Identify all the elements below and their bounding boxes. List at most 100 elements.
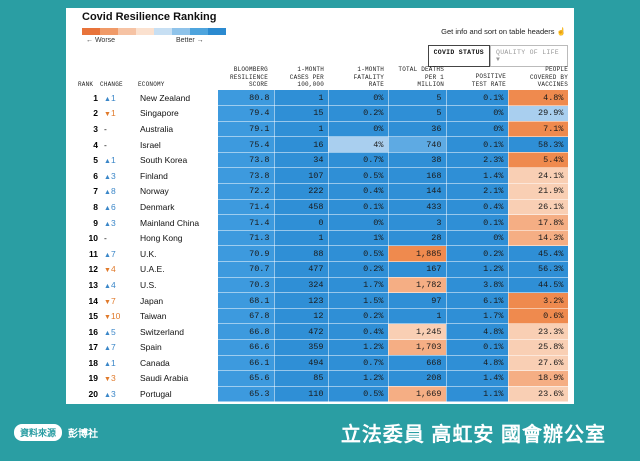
header-change[interactable]: CHANGE — [100, 81, 123, 88]
table-row[interactable]: 1 ▲1 New Zealand 80.8 1 0% 5 0.1% 4.8% — [66, 90, 569, 107]
rank-cell: 7 — [93, 186, 98, 197]
rank-cell: 10 — [88, 233, 98, 244]
color-scale-legend — [82, 28, 226, 35]
change-cell: ▼7 — [98, 293, 140, 309]
cases-cell: 1 — [274, 121, 329, 138]
economy-cell: Switzerland — [140, 326, 184, 337]
vaccines-cell: 44.5% — [508, 277, 569, 294]
rank-cell: 20 — [88, 389, 98, 400]
cases-cell: 1 — [274, 230, 329, 247]
change-cell: ▼3 — [98, 371, 140, 387]
change-cell: ▲7 — [98, 340, 140, 356]
table-row[interactable]: 15 ▼10 Taiwan 67.8 12 0.2% 1 1.7% 0.6% — [66, 308, 569, 325]
economy-cell: Israel — [140, 139, 161, 150]
deaths-cell: 168 — [388, 167, 447, 185]
positive-cell: 0.1% — [446, 136, 509, 153]
positive-cell: 0.4% — [446, 199, 509, 216]
change-value: - — [104, 139, 107, 150]
arrow-up-icon: ▲ — [104, 282, 111, 290]
header-positive[interactable]: POSITIVE TEST RATE — [471, 73, 506, 88]
deaths-cell: 1,703 — [388, 339, 447, 356]
header-rank[interactable]: RANK — [78, 81, 94, 88]
arrow-down-icon: ▼ — [104, 314, 111, 322]
cases-cell: 0 — [274, 214, 329, 231]
rank-cell: 2 — [93, 108, 98, 119]
header-score[interactable]: BLOOMBERG RESILIENCE SCORE — [229, 66, 268, 88]
cases-cell: 88 — [274, 245, 329, 263]
header-vaccines[interactable]: PEOPLE COVERED BY VACCINES — [529, 66, 568, 88]
vaccines-cell: 27.6% — [508, 355, 569, 372]
score-cell: 65.6 — [218, 370, 275, 387]
table-row[interactable]: 11 ▲7 U.K. 70.9 88 0.5% 1,885 0.2% 45.4% — [66, 245, 569, 263]
arrow-up-icon: ▲ — [104, 345, 111, 353]
cases-cell: 458 — [274, 199, 329, 216]
tab-covid-status[interactable]: COVID STATUS — [427, 45, 490, 67]
table-row[interactable]: 2 ▼1 Singapore 79.4 15 0.2% 5 0% 29.9% — [66, 105, 569, 122]
table-row[interactable]: 9 ▲3 Mainland China 71.4 0 0% 3 0.1% 17.8% — [66, 214, 569, 231]
header-fatality[interactable]: 1-MONTH FATALITY RATE — [353, 66, 384, 88]
vaccines-cell: 7.1% — [508, 121, 569, 138]
fatality-cell: 0.7% — [328, 152, 389, 169]
table-row[interactable]: 8 ▲6 Denmark 71.4 458 0.1% 433 0.4% 26.1% — [66, 199, 569, 216]
table-row[interactable]: 17 ▲7 Spain 66.6 359 1.2% 1,703 0.1% 25.8% — [66, 339, 569, 356]
table-row[interactable]: 7 ▲8 Norway 72.2 222 0.4% 144 2.1% 21.9% — [66, 183, 569, 200]
legend-swatch — [100, 28, 118, 35]
fatality-cell: 1% — [328, 230, 389, 247]
score-cell: 67.8 — [218, 308, 275, 325]
arrow-up-icon: ▲ — [104, 158, 111, 166]
vaccines-cell: 23.3% — [508, 323, 569, 340]
change-value: 7 — [110, 248, 116, 259]
header-economy[interactable]: ECONOMY — [138, 81, 165, 88]
fatality-cell: 0.2% — [328, 308, 389, 325]
change-value: 3 — [110, 170, 116, 181]
table-row[interactable]: 6 ▲3 Finland 73.8 107 0.5% 168 1.4% 24.1% — [66, 167, 569, 185]
positive-cell: 0.1% — [446, 214, 509, 231]
rank-cell: 15 — [88, 311, 98, 322]
score-cell: 71.3 — [218, 230, 275, 247]
cases-cell: 123 — [274, 292, 329, 309]
table-row[interactable]: 3- Australia 79.1 1 0% 36 0% 7.1% — [66, 121, 569, 138]
cases-cell: 359 — [274, 339, 329, 356]
rank-cell: 13 — [88, 279, 98, 290]
rank-cell: 8 — [93, 201, 98, 212]
cases-cell: 107 — [274, 167, 329, 185]
vaccines-cell: 25.8% — [508, 339, 569, 356]
table-row[interactable]: 5 ▲1 South Korea 73.8 34 0.7% 38 2.3% 5.4% — [66, 152, 569, 169]
score-cell: 68.1 — [218, 292, 275, 309]
table-row[interactable]: 10- Hong Kong 71.3 1 1% 28 0% 14.3% — [66, 230, 569, 247]
deaths-cell: 38 — [388, 152, 447, 169]
table-row[interactable]: 16 ▲5 Switzerland 66.8 472 0.4% 1,245 4.8% 23.3% — [66, 323, 569, 340]
positive-cell: 4.8% — [446, 323, 509, 340]
rank-cell: 3 — [93, 123, 98, 134]
legend-swatch — [136, 28, 154, 35]
change-cell: ▲3 — [98, 386, 140, 402]
vaccines-cell: 17.8% — [508, 214, 569, 231]
change-cell: - — [98, 121, 140, 137]
table-row[interactable]: 20 ▲3 Portugal 65.3 110 0.5% 1,669 1.1% 23.6% — [66, 386, 569, 403]
change-cell: - — [98, 230, 140, 246]
table-row[interactable]: 14 ▼7 Japan 68.1 123 1.5% 97 6.1% 3.2% — [66, 292, 569, 309]
table-row[interactable]: 13 ▲4 U.S. 70.3 324 1.7% 1,782 3.8% 44.5% — [66, 277, 569, 294]
deaths-cell: 3 — [388, 214, 447, 231]
arrow-up-icon: ▲ — [104, 95, 111, 103]
deaths-cell: 668 — [388, 355, 447, 372]
table-row[interactable]: 12 ▼4 U.A.E. 70.7 477 0.2% 167 1.2% 56.3% — [66, 261, 569, 278]
chevron-down-icon: ▼ — [496, 56, 501, 63]
cases-cell: 85 — [274, 370, 329, 387]
table-row[interactable]: 4- Israel 75.4 16 4% 740 0.1% 58.3% — [66, 136, 569, 153]
header-deaths[interactable]: TOTAL DEATHS PER 1 MILLION — [398, 66, 444, 88]
ranking-table: 1 ▲1 New Zealand 80.8 1 0% 5 0.1% 4.8% 2 ▼1 Singapo… — [66, 90, 569, 403]
deaths-cell: 97 — [388, 292, 447, 309]
score-cell: 66.1 — [218, 355, 275, 372]
change-cell: ▲3 — [98, 168, 140, 184]
change-value: 4 — [110, 264, 116, 275]
economy-cell: Canada — [140, 357, 170, 368]
vaccines-cell: 26.1% — [508, 199, 569, 216]
table-row[interactable]: 19 ▼3 Saudi Arabia 65.6 85 1.2% 208 1.4% 18.9% — [66, 370, 569, 387]
change-cell: ▼1 — [98, 106, 140, 122]
score-cell: 75.4 — [218, 136, 275, 153]
table-row[interactable]: 18 ▲1 Canada 66.1 494 0.7% 668 4.8% 27.6% — [66, 355, 569, 372]
header-cases[interactable]: 1-MONTH CASES PER 100,000 — [289, 66, 324, 88]
tab-quality-of-life[interactable]: QUALITY OF LIFE ▼ — [490, 45, 568, 67]
change-value: 10 — [110, 311, 121, 322]
